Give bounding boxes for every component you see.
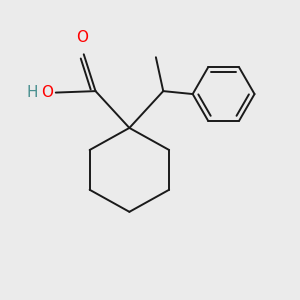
Text: H: H (26, 85, 38, 100)
Text: O: O (41, 85, 53, 100)
Text: O: O (76, 30, 88, 45)
